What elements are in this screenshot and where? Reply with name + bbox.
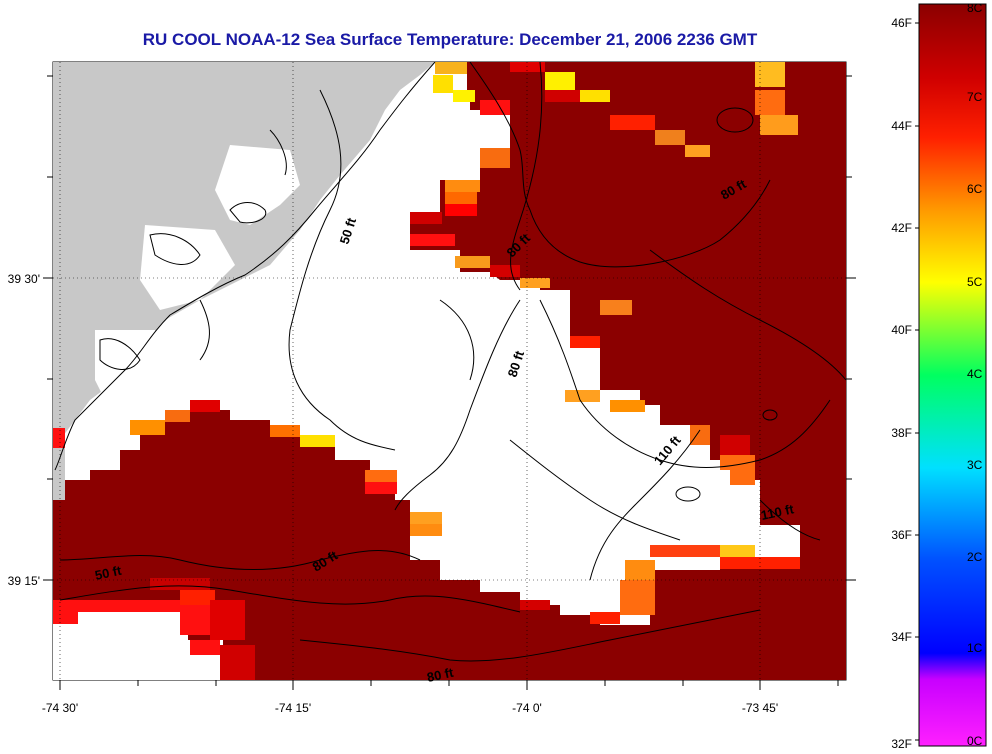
colorbar-c-label: 8C <box>967 1 983 15</box>
depth-label: 110 ft <box>760 501 796 523</box>
colorbar-c-label: 0C <box>967 734 983 748</box>
y-tick-label: 39 30' <box>8 272 40 286</box>
land-mask <box>53 62 435 450</box>
colorbar-f-label: 34F <box>891 630 912 644</box>
colorbar-c-label: 5C <box>967 275 983 289</box>
y-tick-label: 39 15' <box>8 574 40 588</box>
colorbar-f-label: 46F <box>891 16 912 30</box>
contour-lines <box>54 62 846 662</box>
colorbar-c-label: 4C <box>967 367 983 381</box>
colorbar-c-label: 7C <box>967 90 983 104</box>
depth-label: 50 ft <box>94 563 124 583</box>
colorbar-f-label: 36F <box>891 528 912 542</box>
colorbar-f-label: 40F <box>891 323 912 337</box>
x-tick-label: -74 30' <box>42 701 78 715</box>
sst-front-cells <box>53 62 800 680</box>
map-title: RU COOL NOAA-12 Sea Surface Temperature:… <box>142 30 758 49</box>
depth-label: 80 ft <box>426 665 456 685</box>
x-tick-label: -74 0' <box>512 701 542 715</box>
colorbar-c-label: 1C <box>967 641 983 655</box>
colorbar-f-label: 38F <box>891 426 912 440</box>
colorbar-f-label: 44F <box>891 119 912 133</box>
colorbar-f-label: 32F <box>891 737 912 751</box>
sst-warm-region-east-inner <box>700 100 846 300</box>
x-tick-label: -73 45' <box>742 701 778 715</box>
colorbar-c-label: 3C <box>967 458 983 472</box>
graticule <box>53 62 846 680</box>
cloud-mask-bay-central <box>140 225 235 310</box>
colorbar-c-label: 2C <box>967 550 983 564</box>
x-tick-label: -74 15' <box>275 701 311 715</box>
colorbar-ticks <box>915 22 919 741</box>
sst-field <box>53 62 846 680</box>
colorbar-c-label: 6C <box>967 182 983 196</box>
colorbar-f-label: 42F <box>891 221 912 235</box>
frame-ticks <box>43 75 856 690</box>
colorbar <box>918 3 987 747</box>
